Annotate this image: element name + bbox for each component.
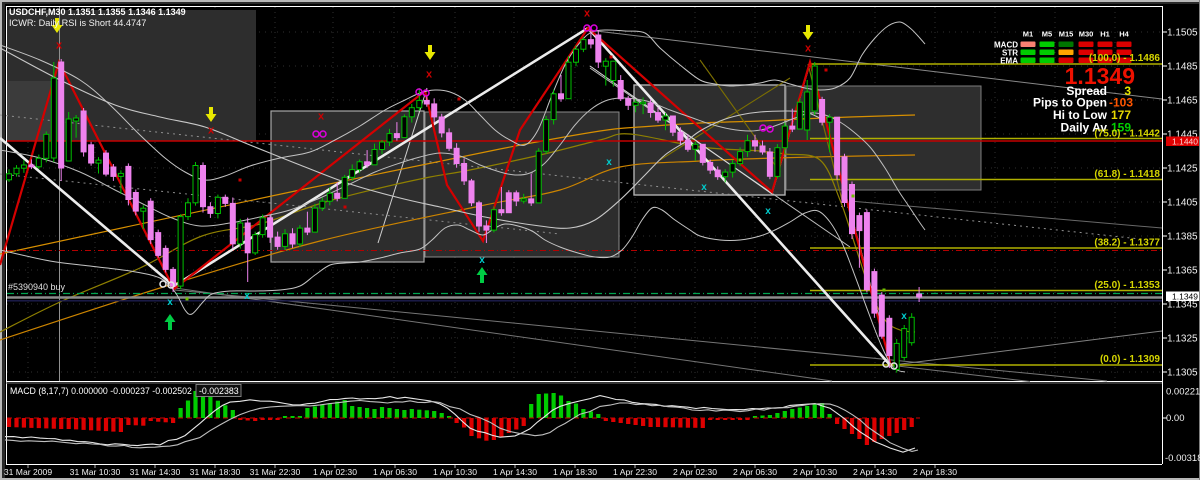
- svg-text:1.1365: 1.1365: [1167, 266, 1198, 277]
- svg-text:2 Apr 06:30: 2 Apr 06:30: [733, 467, 777, 477]
- svg-text:x: x: [318, 111, 325, 123]
- svg-text:31 Mar 18:30: 31 Mar 18:30: [190, 467, 241, 477]
- svg-text:31 Mar 22:30: 31 Mar 22:30: [250, 467, 301, 477]
- svg-text:Pips to Open: Pips to Open: [1033, 96, 1107, 110]
- svg-text:1 Apr 22:30: 1 Apr 22:30: [613, 467, 657, 477]
- svg-text:x: x: [244, 291, 250, 302]
- svg-text:1.1349: 1.1349: [1065, 63, 1135, 89]
- svg-text:0.002217: 0.002217: [1166, 387, 1200, 398]
- svg-text:x: x: [606, 157, 612, 168]
- svg-text:x: x: [426, 69, 433, 81]
- svg-text:1.1465: 1.1465: [1167, 96, 1198, 107]
- svg-text:M1: M1: [1023, 30, 1033, 39]
- svg-text:2 Apr 10:30: 2 Apr 10:30: [793, 467, 837, 477]
- svg-text:(61.8) - 1.1418: (61.8) - 1.1418: [1094, 169, 1160, 180]
- svg-text:(25.0) - 1.1353: (25.0) - 1.1353: [1094, 280, 1160, 291]
- svg-text:-0.002383: -0.002383: [199, 386, 239, 396]
- svg-text:M5: M5: [1042, 30, 1052, 39]
- svg-text:H4: H4: [1119, 30, 1129, 39]
- svg-text:1 Apr 14:30: 1 Apr 14:30: [493, 467, 537, 477]
- svg-text:1.1405: 1.1405: [1167, 198, 1198, 209]
- svg-text:(100.0) - 1.1486: (100.0) - 1.1486: [1089, 53, 1161, 64]
- svg-text:x: x: [701, 182, 707, 193]
- svg-text:1 Apr 06:30: 1 Apr 06:30: [373, 467, 417, 477]
- svg-text:1.1440: 1.1440: [1172, 137, 1198, 147]
- svg-text:EMA: EMA: [1000, 57, 1018, 66]
- svg-text:MACD (8,17,7) 0.000000 -0.000: MACD (8,17,7) 0.000000 -0.000237 -0.0025…: [10, 386, 192, 396]
- svg-text:Hi to Low: Hi to Low: [1053, 108, 1108, 122]
- svg-text:x: x: [56, 40, 63, 52]
- svg-text:x: x: [805, 43, 812, 55]
- svg-text:1.1445: 1.1445: [1167, 130, 1198, 141]
- svg-text:0.00: 0.00: [1166, 413, 1185, 424]
- svg-text:1 Apr 18:30: 1 Apr 18:30: [553, 467, 597, 477]
- svg-text:(38.2) - 1.1377: (38.2) - 1.1377: [1094, 238, 1160, 249]
- svg-text:Daily Av: Daily Av: [1061, 121, 1108, 135]
- svg-text:1.1305: 1.1305: [1167, 368, 1198, 379]
- svg-text:31 Mar 14:30: 31 Mar 14:30: [130, 467, 181, 477]
- svg-text:M15: M15: [1059, 30, 1074, 39]
- svg-text:1.1485: 1.1485: [1167, 62, 1198, 73]
- svg-text:(75.0) - 1.1442: (75.0) - 1.1442: [1094, 129, 1160, 140]
- svg-text:H1: H1: [1100, 30, 1110, 39]
- svg-text:x: x: [167, 297, 173, 308]
- svg-text:1.1349: 1.1349: [1172, 292, 1198, 302]
- svg-text:177: 177: [1111, 108, 1131, 122]
- svg-text:STR: STR: [1002, 49, 1018, 58]
- svg-text:x: x: [901, 311, 907, 322]
- svg-text:159: 159: [1111, 121, 1131, 135]
- svg-text:31 Mar 10:30: 31 Mar 10:30: [70, 467, 121, 477]
- svg-text:1.1505: 1.1505: [1167, 28, 1198, 39]
- svg-text:1 Apr 02:30: 1 Apr 02:30: [313, 467, 357, 477]
- svg-text:1 Apr 10:30: 1 Apr 10:30: [433, 467, 477, 477]
- svg-text:Spread: Spread: [1066, 84, 1107, 98]
- svg-text:2 Apr 02:30: 2 Apr 02:30: [673, 467, 717, 477]
- svg-text:-0.00318: -0.00318: [1165, 453, 1200, 464]
- svg-text:31 Mar 2009: 31 Mar 2009: [4, 467, 52, 477]
- svg-text:x: x: [584, 8, 591, 20]
- svg-text:M30: M30: [1079, 30, 1094, 39]
- svg-text:1.1325: 1.1325: [1167, 334, 1198, 345]
- svg-text:x: x: [765, 206, 771, 217]
- svg-text:#5390940 buy: #5390940 buy: [8, 282, 66, 292]
- svg-text:2 Apr 18:30: 2 Apr 18:30: [913, 467, 957, 477]
- svg-text:USDCHF,M30 1.1351 1.1355 1.13: USDCHF,M30 1.1351 1.1355 1.1346 1.1349: [9, 7, 186, 17]
- svg-text:x: x: [479, 255, 485, 266]
- svg-text:3: 3: [1124, 84, 1131, 98]
- svg-text:(0.0) - 1.1309: (0.0) - 1.1309: [1100, 354, 1160, 365]
- svg-text:x: x: [208, 125, 215, 137]
- svg-text:-103: -103: [1109, 96, 1133, 110]
- svg-text:1.1345: 1.1345: [1167, 300, 1198, 311]
- svg-text:2 Apr 14:30: 2 Apr 14:30: [853, 467, 897, 477]
- svg-text:1.1385: 1.1385: [1167, 232, 1198, 243]
- svg-text:MACD: MACD: [994, 41, 1018, 50]
- svg-text:1.1425: 1.1425: [1167, 164, 1198, 175]
- svg-text:ICWR: Daily RSI is Short 44.47: ICWR: Daily RSI is Short 44.4747: [9, 18, 146, 28]
